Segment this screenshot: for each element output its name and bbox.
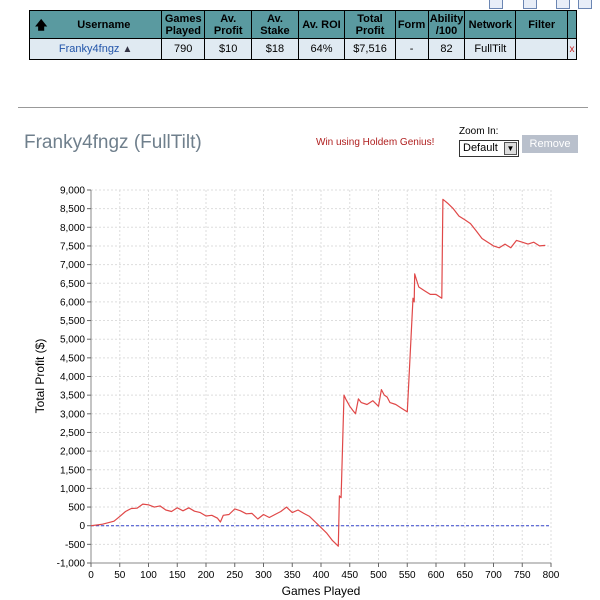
y-tick-label: 4,500 [60,353,85,364]
x-tick-label: 650 [456,570,473,581]
close-icon[interactable]: x [569,44,575,55]
y-tick-label: 7,500 [60,241,85,252]
x-tick-label: 150 [169,570,186,581]
y-tick-label: 8,500 [60,204,85,215]
x-axis-label: Games Played [282,584,361,598]
x-tick-label: 300 [255,570,272,581]
player-stats-table: 🡅 Username Games Played Av. Profit Av. S… [28,10,577,60]
zoom-select-value: Default [463,142,498,154]
username-link[interactable]: Franky4fngz [58,43,120,55]
zoom-label: Zoom In: [459,126,499,137]
remove-button[interactable]: Remove [522,135,578,153]
cell-ability: 82 [427,38,466,60]
y-tick-label: 0 [79,521,85,532]
y-tick-label: 3,000 [60,409,85,420]
x-tick-label: 400 [313,570,330,581]
y-tick-label: 2,500 [60,428,85,439]
cell-total-profit: $7,516 [344,38,396,60]
share-icon[interactable] [578,0,592,9]
x-tick-label: 350 [284,570,301,581]
y-tick-label: 2,000 [60,447,85,458]
cell-filter[interactable] [515,38,569,60]
promo-link[interactable]: Win using Holdem Genius! [316,137,435,148]
x-tick-label: 600 [428,570,445,581]
column-header-filter[interactable]: Filter [515,10,569,39]
x-tick-label: 50 [114,570,126,581]
y-axis-ticks: -1,000 -500 0 500 1,000 1,500 2,000 2,500 3,000 3… [57,186,91,570]
y-tick-label: -500 [65,540,85,551]
y-tick-label: 6,000 [60,297,85,308]
x-tick-label: 0 [88,570,94,581]
table-header-row: 🡅 Username Games Played Av. Profit Av. S… [28,10,577,39]
x-tick-label: 800 [543,570,560,581]
x-tick-label: 750 [514,570,531,581]
x-tick-label: 200 [198,570,215,581]
chart-grid [90,189,552,564]
x-tick-label: 250 [226,570,243,581]
column-header-total-profit[interactable]: Total Profit [344,10,396,39]
column-header-av-stake[interactable]: Av. Stake [251,10,299,39]
column-header-av-roi[interactable]: Av. ROI [297,10,346,39]
y-tick-label: 5,500 [60,316,85,327]
profit-series-line [90,198,546,547]
x-tick-label: 100 [140,570,157,581]
export-icon[interactable] [489,0,503,9]
y-tick-label: 7,000 [60,260,85,271]
x-tick-label: 700 [485,570,502,581]
cell-games-played: 790 [161,38,206,60]
zoom-select[interactable]: Default ▼ [459,140,519,157]
y-tick-label: 4,000 [60,372,85,383]
y-tick-label: 3,500 [60,391,85,402]
x-tick-label: 500 [370,570,387,581]
divider [18,107,588,108]
column-header-username[interactable]: 🡅 Username [28,10,163,39]
player-title: Franky4fngz (FullTilt) [24,132,202,153]
y-tick-label: 5,000 [60,335,85,346]
table-row: Franky4fngz ▲ 790 $10 $18 64% $7,516 - 8… [28,38,577,60]
document-icon[interactable] [523,0,537,9]
chevron-down-icon[interactable]: ▼ [504,142,517,155]
cell-av-roi: 64% [297,38,346,60]
x-axis-ticks: 0 50 100 150 200 250 300 350 400 450 500 550 600 650 7… [88,563,560,581]
cell-network: FullTilt [464,38,517,60]
x-tick-label: 450 [341,570,358,581]
column-header-ability[interactable]: Ability /100 [427,10,466,39]
y-tick-label: -1,000 [57,559,86,570]
x-tick-label: 550 [399,570,416,581]
chart-series [90,198,546,547]
refresh-icon[interactable] [556,0,570,9]
column-header-games-played[interactable]: Games Played [161,10,206,39]
cell-username: Franky4fngz ▲ [28,38,163,60]
y-tick-label: 1,000 [60,484,85,495]
y-tick-label: 8,000 [60,223,85,234]
fulltilt-logo-icon: ▲ [122,44,133,55]
column-header-form[interactable]: Form [394,10,429,39]
remove-row-button[interactable]: x [567,38,577,60]
column-header-label: Username [77,18,131,31]
y-tick-label: 6,500 [60,279,85,290]
cell-av-stake: $18 [251,38,299,60]
y-tick-label: 9,000 [60,186,85,197]
column-header-network[interactable]: Network [464,10,517,39]
sort-up-icon[interactable]: 🡅 [35,17,48,32]
toolbar [486,0,600,12]
y-tick-label: 1,500 [60,465,85,476]
y-axis-label: Total Profit ($) [33,339,47,414]
y-tick-label: 500 [68,503,85,514]
